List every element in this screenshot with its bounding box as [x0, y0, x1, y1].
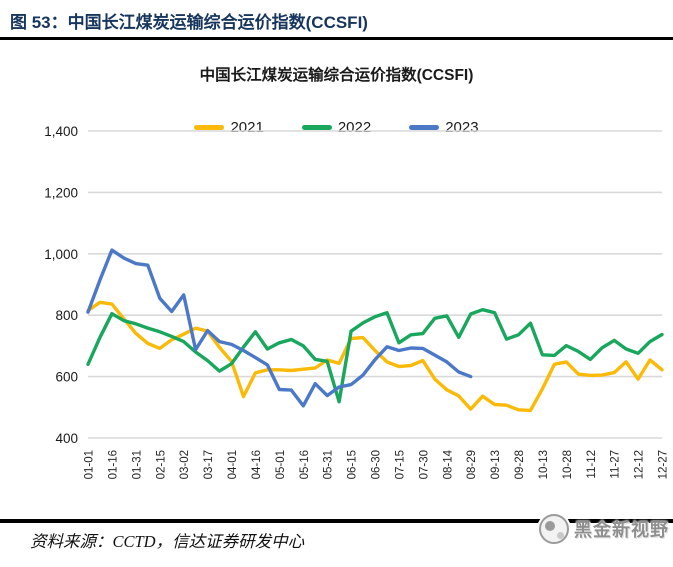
y-tick-label: 400	[55, 431, 78, 446]
ccsfi-line-chart: 400 600 800 1,000 1,200 1,400 01-01 01-16 01-31 0…	[44, 124, 670, 479]
x-tick-label: 11-12	[586, 450, 598, 479]
x-tick-label: 05-01	[275, 450, 287, 479]
x-tick-label: 07-15	[394, 450, 406, 479]
x-tick-label: 09-13	[490, 450, 502, 479]
y-tick-label: 1,400	[44, 124, 78, 139]
series-line-2021	[86, 300, 664, 413]
x-tick-label: 05-16	[299, 450, 311, 479]
x-tick-label: 12-27	[658, 450, 670, 479]
x-tick-label: 07-30	[418, 450, 430, 479]
footer-rule	[0, 519, 673, 523]
legend-swatch-2023	[409, 125, 440, 130]
x-tick-label: 11-27	[610, 450, 622, 479]
legend-swatch-2021	[194, 125, 225, 130]
y-tick-label: 800	[55, 308, 78, 323]
x-tick-label: 01-16	[107, 450, 119, 479]
series-line-2022	[86, 308, 664, 404]
x-tick-label: 01-31	[131, 450, 143, 479]
x-tick-label: 08-14	[442, 449, 454, 479]
x-tick-label: 10-28	[562, 450, 574, 479]
y-tick-label: 1,200	[44, 185, 78, 200]
x-tick-label: 03-02	[179, 450, 191, 479]
x-tick-label: 10-13	[538, 450, 550, 479]
heijin-logo-icon	[539, 514, 569, 544]
legend-swatch-2022	[301, 125, 332, 130]
x-tick-label: 05-31	[323, 450, 335, 479]
x-tick-label: 01-01	[84, 450, 96, 479]
x-tick-label: 04-16	[251, 450, 263, 479]
caption-rule	[0, 37, 673, 40]
x-tick-label: 06-15	[347, 450, 359, 479]
x-tick-label: 09-28	[514, 450, 526, 479]
y-tick-label: 1,000	[44, 247, 78, 262]
series-line-2023	[86, 248, 473, 408]
figure-caption: 图 53：中国长江煤炭运输综合运价指数(CCSFI)	[10, 13, 368, 32]
x-tick-label: 06-30	[371, 450, 383, 479]
y-tick-label: 600	[55, 370, 78, 385]
x-tick-label: 12-12	[634, 450, 646, 479]
x-tick-label: 08-29	[466, 450, 478, 479]
x-tick-label: 04-01	[227, 450, 239, 479]
watermark-text: 黑金新视野	[574, 520, 669, 540]
x-tick-label: 03-17	[203, 450, 215, 479]
x-tick-label: 02-15	[155, 450, 167, 479]
source-note: 资料来源：CCTD，信达证券研发中心	[30, 532, 305, 551]
watermark: 黑金新视野	[539, 514, 669, 544]
chart-title: 中国长江煤炭运输综合运价指数(CCSFI)	[199, 67, 474, 84]
